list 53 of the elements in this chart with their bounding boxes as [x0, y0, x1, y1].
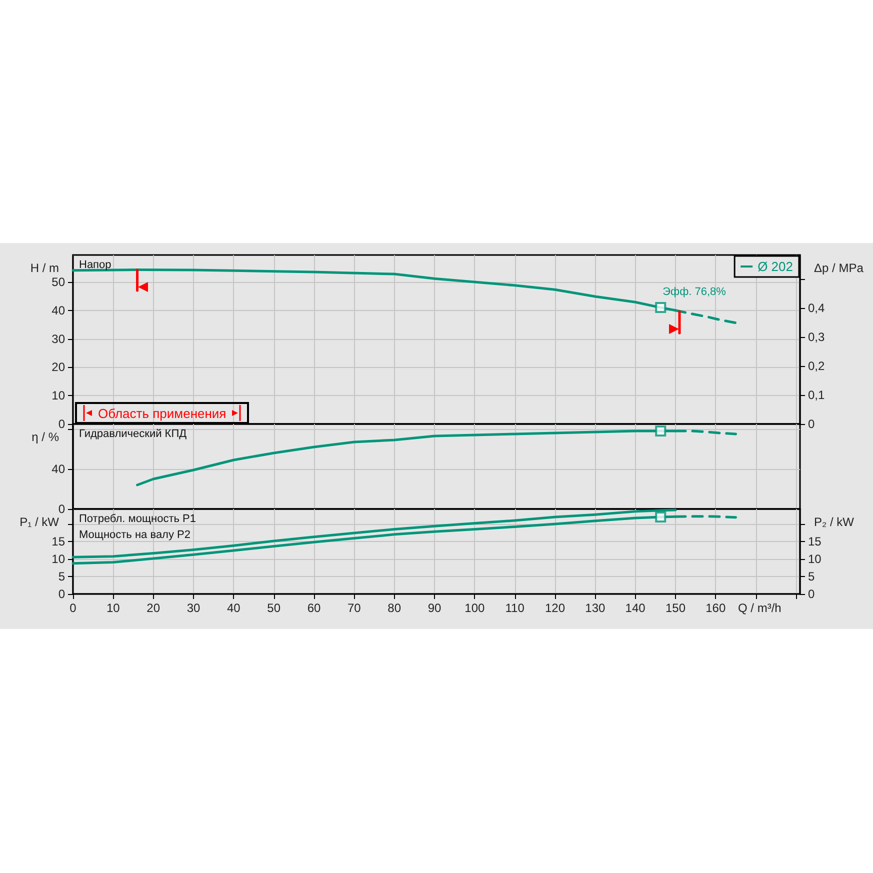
x-tick-label: 160 — [706, 601, 726, 615]
y2-axis-title: P₂ / kW — [814, 515, 855, 529]
y2-axis-title: Δp / MPa — [814, 261, 864, 275]
y2-tick-label: 0 — [808, 417, 815, 431]
y-axis-title: P₁ / kW — [20, 515, 60, 529]
annotation: Гидравлический КПД — [79, 428, 187, 440]
y2-tick-label: 0,4 — [808, 301, 826, 316]
annotation: Напор — [79, 259, 112, 271]
x-tick-label: 20 — [146, 601, 160, 615]
y2-tick-label: 10 — [808, 552, 822, 566]
y-tick-label: 30 — [52, 332, 66, 346]
x-tick-label: 0 — [70, 601, 77, 615]
x-tick-label: 40 — [226, 601, 241, 615]
y2-tick-label: 0,2 — [808, 359, 826, 374]
annotation: Область применения — [98, 406, 226, 420]
annotation: Мощность на валу P2 — [79, 529, 190, 541]
x-tick-label: 140 — [625, 601, 646, 615]
caption-box: Область применения — [75, 402, 250, 424]
y-axis-title: η / % — [32, 430, 60, 444]
x-tick-label: 70 — [347, 601, 362, 615]
y-tick-label: 20 — [52, 360, 66, 374]
x-tick-label: 120 — [544, 601, 566, 615]
y-tick-label: 40 — [52, 462, 66, 476]
x-tick-label: 150 — [665, 601, 686, 615]
y2-tick-label: 0 — [808, 587, 815, 601]
annotation: Эфф. 76,8% — [662, 286, 726, 298]
line-series — [72, 508, 677, 558]
y-tick-label: 0 — [58, 502, 66, 516]
y-axis-title: H / m — [30, 261, 59, 275]
annotation: Потребл. мощность P1 — [79, 513, 196, 525]
x-tick-label: 100 — [464, 601, 485, 615]
x-tick-label: 80 — [388, 601, 402, 615]
x-tick-label: 10 — [106, 601, 120, 615]
x-tick-label: 110 — [505, 601, 525, 615]
y2-tick-label: 5 — [808, 570, 815, 584]
y2-tick-label: 0,1 — [808, 388, 826, 402]
x-axis-title: Q / m³/h — [738, 601, 782, 615]
x-tick-label: 50 — [267, 601, 281, 615]
y-tick-label: 0 — [58, 417, 66, 431]
y-tick-label: 15 — [52, 534, 66, 549]
y-tick-label: 0 — [58, 587, 66, 601]
x-tick-label: 130 — [585, 601, 606, 615]
y2-tick-label: 0,3 — [808, 330, 826, 344]
y-tick-label: 5 — [58, 570, 66, 584]
x-tick-label: 60 — [307, 601, 321, 615]
y-tick-label: 10 — [52, 388, 66, 403]
y-tick-label: 40 — [52, 303, 66, 318]
y2-tick-label: 15 — [808, 534, 822, 549]
x-tick-label: 30 — [186, 601, 200, 615]
y-tick-label: 10 — [52, 552, 66, 566]
x-tick-label: 90 — [428, 601, 442, 615]
legend-label: Ø 202 — [758, 259, 794, 274]
y-tick-label: 50 — [52, 274, 66, 289]
